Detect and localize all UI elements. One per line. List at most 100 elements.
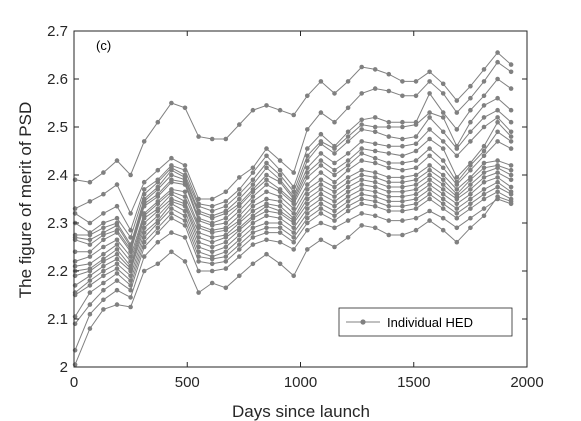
data-point	[209, 230, 215, 235]
data-point	[413, 182, 419, 187]
data-point	[468, 182, 473, 187]
data-point	[277, 172, 283, 178]
data-point	[495, 95, 500, 101]
data-point	[454, 211, 460, 216]
data-point	[359, 191, 365, 197]
data-point	[386, 165, 392, 171]
data-point	[386, 194, 392, 199]
data-point	[277, 215, 283, 221]
data-point	[182, 259, 188, 264]
data-point	[481, 115, 487, 120]
data-point	[372, 189, 378, 195]
data-point	[427, 127, 432, 132]
data-point	[87, 242, 93, 247]
data-point	[440, 191, 446, 197]
data-point	[332, 225, 337, 231]
data-point	[318, 211, 324, 216]
data-point	[223, 249, 229, 255]
data-point	[454, 215, 460, 221]
data-point	[223, 235, 229, 240]
data-point	[72, 283, 78, 288]
data-point	[264, 153, 269, 159]
data-point	[237, 213, 242, 219]
data-point	[345, 199, 351, 204]
data-point	[264, 172, 269, 178]
series-6	[72, 115, 514, 250]
data-point	[400, 189, 405, 195]
data-point	[237, 191, 242, 197]
data-point	[72, 273, 78, 279]
data-point	[237, 242, 242, 247]
data-point	[359, 177, 365, 183]
y-tick-label: 2	[60, 359, 68, 376]
data-point	[495, 59, 500, 65]
data-point	[264, 189, 269, 195]
data-point	[386, 218, 392, 223]
x-tick-label: 1000	[284, 374, 317, 391]
data-point	[372, 170, 378, 175]
data-point	[291, 112, 297, 118]
data-point	[359, 158, 365, 163]
data-point	[318, 177, 324, 183]
data-point	[182, 203, 188, 209]
data-point	[155, 119, 161, 125]
data-point	[101, 191, 106, 197]
y-tick-label: 2.5	[47, 119, 68, 136]
data-point	[318, 182, 324, 187]
data-point	[209, 235, 215, 240]
data-point	[141, 225, 147, 231]
data-point	[169, 201, 174, 207]
data-point	[141, 139, 147, 144]
data-point	[468, 225, 473, 231]
data-point	[413, 177, 419, 183]
data-point	[250, 194, 256, 199]
data-point	[481, 170, 487, 175]
data-point	[359, 146, 365, 151]
data-point	[440, 206, 446, 211]
data-point	[101, 251, 106, 257]
data-point	[114, 287, 120, 293]
data-point	[128, 227, 133, 233]
data-point	[454, 182, 460, 187]
data-point	[209, 239, 215, 245]
data-point	[128, 211, 133, 216]
data-point	[495, 107, 500, 113]
data-point	[332, 208, 337, 214]
data-point	[400, 203, 405, 209]
data-point	[427, 91, 432, 96]
data-point	[413, 201, 419, 207]
data-point	[413, 93, 419, 99]
data-point	[223, 239, 229, 245]
data-point	[440, 201, 446, 207]
data-point	[372, 175, 378, 180]
data-point	[468, 215, 473, 221]
data-point	[209, 208, 215, 214]
data-point	[223, 244, 229, 250]
x-tick-label: 2000	[510, 374, 543, 391]
data-point	[454, 201, 460, 207]
data-point	[372, 184, 378, 190]
data-point	[87, 268, 93, 274]
data-point	[440, 165, 446, 171]
data-point	[141, 239, 147, 245]
panel-label: (c)	[96, 38, 111, 53]
y-tick-label: 2.7	[47, 23, 68, 40]
data-point	[427, 153, 432, 159]
data-point	[468, 139, 473, 144]
data-point	[223, 215, 229, 221]
data-point	[495, 76, 500, 82]
data-point	[508, 62, 514, 67]
data-point	[332, 160, 337, 166]
data-point	[345, 129, 351, 135]
data-point	[427, 187, 432, 192]
data-point	[345, 194, 351, 199]
data-point	[155, 220, 161, 226]
data-point	[427, 196, 432, 202]
x-axis-label: Days since launch	[232, 402, 370, 421]
data-point	[372, 67, 378, 72]
data-point	[291, 201, 297, 207]
data-point	[318, 220, 324, 226]
data-point	[291, 225, 297, 231]
data-point	[427, 146, 432, 151]
data-point	[223, 199, 229, 204]
